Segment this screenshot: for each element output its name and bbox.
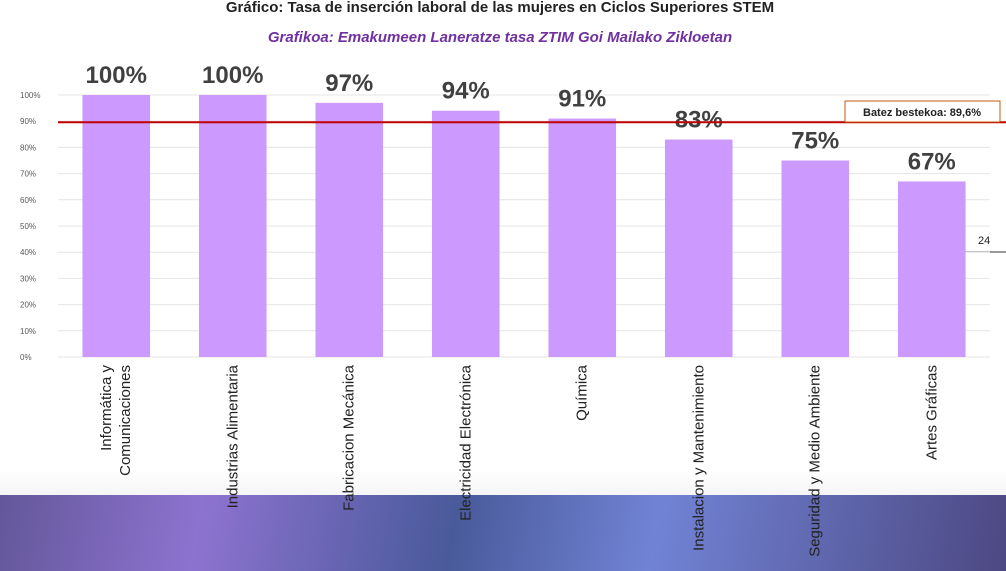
x-tick-label: Fabricacion Mecánica [340,365,358,511]
y-tick-label: 10% [20,327,36,336]
y-tick-label: 90% [20,117,36,126]
value-label: 91% [558,86,606,113]
chart-title: Gráfico: Tasa de inserción laboral de la… [226,0,774,16]
bar [431,110,500,357]
x-tick-label: Artes Gráficas [923,365,941,461]
x-tick-label: Industrias Alimentaria [224,365,242,509]
bar [82,95,151,357]
y-tick-label: 40% [20,248,36,257]
y-tick-label: 30% [20,274,36,283]
y-tick-label: 60% [20,196,36,205]
value-label: 94% [442,78,490,105]
average-label-box [844,100,1001,123]
x-tick-label: Química [573,365,591,421]
page-number: 24 [978,235,990,247]
average-label: Batez bestekoa: 89,6% [863,107,981,119]
x-tick-label: Instalacion y Mantenimiento [690,365,708,551]
bar [548,118,617,357]
value-label: 75% [791,128,839,155]
y-tick-label: 100% [20,91,40,100]
bar [315,102,384,357]
bar [664,139,733,357]
value-label: 97% [325,70,373,97]
y-tick-label: 0% [20,353,32,362]
x-tick-label: Informática y Comunicaciones [98,365,135,476]
bar [781,160,850,357]
y-tick-label: 80% [20,143,36,152]
value-label: 67% [908,148,956,175]
x-tick-label: Seguridad y Medio Ambiente [806,365,824,557]
y-tick-label: 50% [20,222,36,231]
value-label: 100% [202,62,263,89]
bar [198,95,267,357]
value-label: 83% [675,107,723,134]
value-label: 100% [86,62,147,89]
y-tick-label: 20% [20,301,36,310]
background-image [0,495,1006,571]
chart-subtitle: Grafikoa: Emakumeen Laneratze tasa ZTIM … [268,29,732,46]
y-tick-label: 70% [20,170,36,179]
x-tick-label: Electricidad Electrónica [457,365,475,521]
bar [897,181,966,357]
